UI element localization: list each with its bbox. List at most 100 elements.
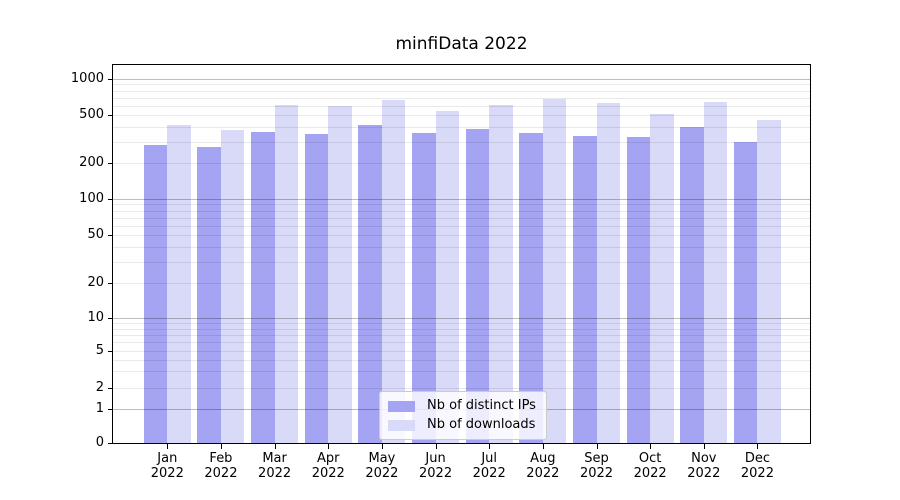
- minor-gridline-40: [113, 246, 810, 248]
- minor-gridline-4: [113, 359, 810, 361]
- minor-gridline-900: [113, 84, 810, 86]
- minor-gridline-9: [113, 323, 810, 325]
- major-gridline-100: [113, 199, 810, 200]
- x-tick-jul: [489, 444, 491, 449]
- bar-downloads-feb: [220, 130, 245, 443]
- minor-gridline-500: [113, 115, 810, 116]
- y-tick-label-200: 200: [79, 155, 104, 170]
- minor-gridline-60: [113, 225, 810, 227]
- x-tick-label-jun: Jun 2022: [419, 451, 453, 481]
- bar-distinct-ips-may: [358, 124, 382, 443]
- x-tick-label-nov: Nov 2022: [687, 451, 721, 481]
- x-tick-sep: [596, 444, 598, 449]
- gridlines-layer: [113, 65, 810, 443]
- y-tick-label-5: 5: [95, 343, 104, 358]
- bar-distinct-ips-mar: [251, 132, 275, 443]
- bars-layer: [113, 65, 810, 443]
- y-tick-label-2: 2: [95, 379, 104, 395]
- minor-gridline-300: [113, 141, 810, 143]
- y-tick-label-20: 20: [87, 275, 104, 290]
- legend: Nb of distinct IPs Nb of downloads: [379, 391, 547, 440]
- legend-item-downloads: Nb of downloads: [388, 417, 536, 433]
- y-tick-20: [108, 283, 112, 284]
- x-tick-label-sep: Sep 2022: [579, 451, 614, 481]
- minor-gridline-3: [113, 371, 810, 373]
- minor-gridline-700: [113, 97, 810, 99]
- legend-swatch-distinct-ips: [388, 400, 415, 412]
- bar-downloads-jan: [167, 125, 191, 443]
- bar-downloads-sep: [596, 102, 620, 443]
- minor-gridline-30: [113, 261, 810, 263]
- bar-distinct-ips-jun: [412, 132, 436, 443]
- y-tick-2: [108, 387, 112, 389]
- minor-gridline-600: [113, 105, 810, 107]
- bar-downloads-jun: [435, 111, 460, 443]
- y-tick-label-100: 100: [79, 191, 104, 206]
- y-tick-label-50: 50: [87, 227, 104, 242]
- minor-gridline-800: [113, 90, 810, 92]
- bar-downloads-nov: [703, 102, 728, 443]
- y-tick-label-10: 10: [87, 310, 104, 325]
- plot-area: 0 1 2 5 10 20 50 100 200 500 1000 Jan 2022 Feb 2022 M…: [71, 64, 811, 481]
- legend-label-downloads: Nb of downloads: [427, 417, 536, 432]
- minor-gridline-70: [113, 217, 810, 219]
- bar-distinct-ips-jan: [143, 145, 168, 443]
- y-tick-10: [108, 318, 112, 319]
- x-tick-mar: [274, 444, 276, 449]
- bar-downloads-jul: [489, 104, 513, 443]
- axes-ticks-layer: 0 1 2 5 10 20 50 100 200 500 1000 Jan 2022 Feb 2022 M…: [71, 65, 810, 481]
- minor-gridline-200: [113, 163, 810, 164]
- x-tick-feb: [220, 444, 222, 449]
- bar-downloads-may: [381, 99, 406, 443]
- x-tick-oct: [650, 444, 652, 449]
- minor-gridline-90: [113, 204, 810, 206]
- bar-distinct-ips-sep: [573, 135, 597, 443]
- minor-gridline-400: [113, 126, 810, 128]
- x-tick-label-apr: Apr 2022: [311, 451, 345, 481]
- chart-title: minfiData 2022: [395, 34, 528, 54]
- minor-gridline-7: [113, 334, 810, 336]
- y-tick-200: [108, 163, 112, 164]
- legend-swatch-downloads: [388, 419, 415, 431]
- bar-distinct-ips-dec: [733, 141, 758, 443]
- minor-gridline-80: [113, 210, 810, 212]
- x-tick-apr: [328, 444, 330, 449]
- bar-downloads-apr: [328, 106, 352, 443]
- x-tick-aug: [542, 444, 544, 449]
- y-tick-label-1000: 1000: [70, 71, 104, 86]
- y-tick-100: [108, 199, 112, 200]
- x-tick-jan: [167, 444, 169, 449]
- minor-gridline-8: [113, 328, 810, 330]
- y-tick-1: [108, 409, 112, 410]
- x-tick-label-mar: Mar 2022: [258, 451, 292, 481]
- x-tick-nov: [703, 444, 705, 449]
- bar-distinct-ips-jul: [465, 128, 490, 443]
- bar-downloads-aug: [542, 98, 567, 443]
- y-tick-500: [108, 115, 112, 116]
- major-gridline-10: [113, 318, 810, 319]
- minor-gridline-20: [113, 283, 810, 284]
- bar-distinct-ips-feb: [197, 147, 221, 443]
- x-tick-label-oct: Oct 2022: [633, 451, 667, 481]
- x-tick-label-jul: Jul 2022: [472, 451, 506, 481]
- minor-gridline-50: [113, 235, 810, 236]
- x-tick-label-may: May 2022: [365, 451, 399, 481]
- minor-gridline-2: [113, 387, 810, 389]
- x-tick-jun: [435, 444, 437, 449]
- bar-downloads-mar: [274, 104, 299, 443]
- legend-item-distinct-ips: Nb of distinct IPs: [388, 398, 536, 414]
- bar-distinct-ips-oct: [626, 136, 651, 443]
- bar-distinct-ips-aug: [519, 132, 543, 443]
- bar-distinct-ips-apr: [304, 134, 329, 443]
- y-tick-label-1: 1: [95, 401, 104, 416]
- x-tick-label-dec: Dec 2022: [740, 451, 774, 481]
- x-tick-label-jan: Jan 2022: [150, 451, 184, 481]
- bar-downloads-dec: [757, 119, 781, 443]
- minor-gridline-5: [113, 351, 810, 352]
- y-tick-0: [108, 443, 112, 444]
- x-tick-label-aug: Aug 2022: [526, 451, 560, 481]
- x-tick-dec: [757, 444, 759, 449]
- bar-downloads-oct: [650, 114, 674, 443]
- y-tick-label-0: 0: [95, 435, 104, 450]
